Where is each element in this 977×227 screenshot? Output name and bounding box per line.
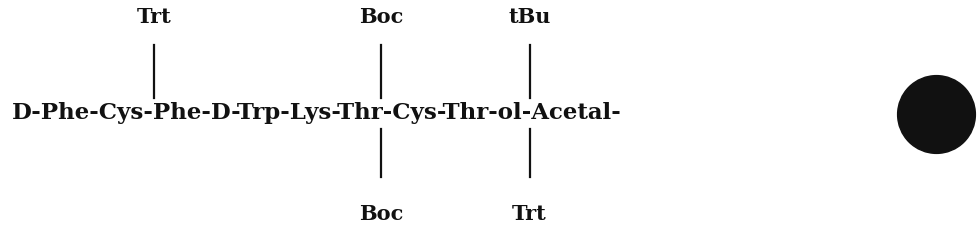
Text: Trt: Trt xyxy=(512,204,547,224)
Text: D-Phe-Cys-Phe-D-Trp-Lys-Thr-Cys-Thr-ol-Acetal-: D-Phe-Cys-Phe-D-Trp-Lys-Thr-Cys-Thr-ol-A… xyxy=(12,103,621,124)
Point xyxy=(928,112,944,115)
Text: tBu: tBu xyxy=(508,7,551,27)
Text: Boc: Boc xyxy=(359,204,404,224)
Text: Trt: Trt xyxy=(137,7,172,27)
Text: Boc: Boc xyxy=(359,7,404,27)
